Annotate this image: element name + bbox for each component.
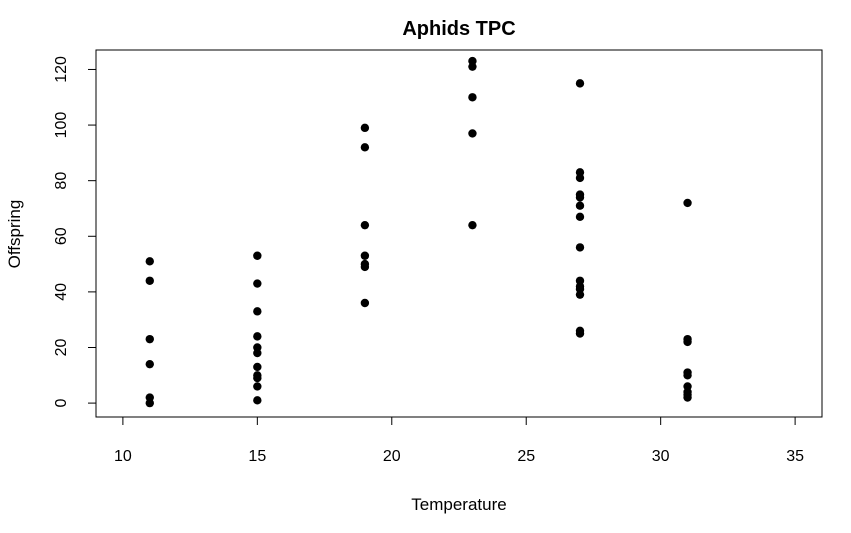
x-tick-label: 10 [114,448,132,465]
data-point [145,334,154,344]
data-point [468,129,477,138]
data-point [575,329,585,338]
data-point [683,337,692,347]
plot-frame [95,49,823,418]
data-point [253,362,262,372]
data-point [253,382,262,391]
y-tick-label: 60 [53,227,70,245]
data-point [253,307,262,316]
x-axis: 10 15 20 25 30 35 [114,416,804,465]
data-point [575,173,585,183]
data-point [575,79,585,88]
data-point [575,243,585,252]
x-tick-label: 20 [383,448,401,465]
data-point [253,373,262,383]
y-axis: 0 20 40 60 80 100 120 [53,56,97,408]
y-tick-label: 40 [53,283,70,301]
x-tick-label: 15 [248,448,266,465]
data-point [360,220,370,230]
data-point [253,396,262,405]
data-point [575,212,585,222]
y-axis-label: Offspring [5,200,24,269]
y-tick-label: 20 [53,338,70,356]
data-point [360,298,370,308]
data-point [253,348,262,358]
data-point [145,257,154,266]
y-tick-label: 100 [53,112,70,139]
data-point [683,371,692,380]
x-tick-label: 25 [517,448,535,465]
data-point [683,393,692,402]
data-point [360,123,370,133]
data-point [145,398,154,408]
chart-title: Aphids TPC [402,18,515,40]
y-tick-label: 120 [53,56,70,83]
data-point [253,251,262,260]
data-point [683,198,692,208]
data-point [575,201,585,210]
x-tick-label: 35 [786,448,804,465]
data-point [253,279,262,288]
data-point [360,251,370,260]
x-tick-label: 30 [652,448,670,465]
y-tick-label: 0 [53,399,70,408]
data-point [575,193,585,202]
data-point [468,62,477,71]
data-point [253,332,262,341]
data-point [360,143,370,152]
x-axis-label: Temperature [411,495,506,514]
data-point [468,93,477,102]
data-point [360,262,370,272]
y-tick-label: 80 [53,172,70,190]
data-point [145,276,154,285]
data-point [575,290,585,299]
data-points [145,56,692,408]
data-point [468,220,477,230]
data-point [145,359,154,369]
